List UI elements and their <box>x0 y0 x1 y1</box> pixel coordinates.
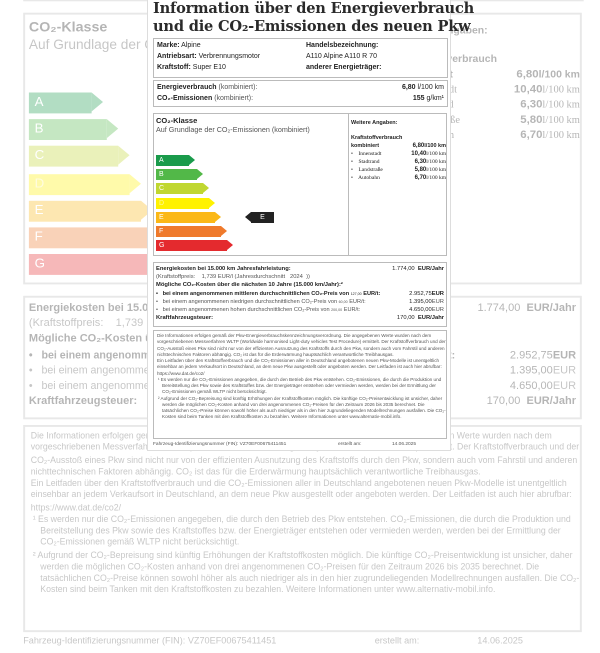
co2-class-bar-g: G <box>156 240 233 252</box>
co2-class-bar-d: D <box>28 173 142 195</box>
trade-name: A110 Alpine A110 R 70 <box>306 53 377 60</box>
note-guide: Ein Leitfaden über den Kraftstoffverbrau… <box>30 478 572 512</box>
co2-class-box: CO₂-Klasse Auf Grundlage der CO₂-Emissio… <box>153 113 447 256</box>
fuel-consumption-heading: Kraftstoffverbrauch <box>351 135 403 141</box>
further-info-title: Weitere Angaben: <box>351 120 398 126</box>
consumption-item: • Innenstadt <box>351 150 382 157</box>
co2-emissions-value: 155 g/km¹ <box>412 95 444 102</box>
created-date: 14.06.2025 <box>392 442 417 447</box>
co2-class-bar-g: G <box>28 254 176 276</box>
consumption-box: Energieverbrauch (kombiniert): 6,80 l/10… <box>153 80 448 107</box>
co2-cost-scenario: • bei einem angenommenen hohen durchschn… <box>156 306 361 313</box>
consumption-item: • Autobahn <box>351 174 380 181</box>
created-label: erstellt am: <box>338 442 362 447</box>
co2-class-bar-a: A <box>156 155 195 166</box>
vehicle-tax-label: Kraftfahrzeugsteuer: <box>28 396 138 408</box>
co2-class-bar-c: C <box>28 146 130 168</box>
co2-cost-value: 1.395,00EUR <box>409 298 444 305</box>
combined-value: 6,80l/100 km <box>412 142 446 149</box>
footnote-1: ¹ Es werden nur die CO₂-Emissionen angeg… <box>32 513 571 548</box>
co2-class-subtitle: Auf Grundlage der CO₂-Emissionen (kombin… <box>156 125 310 134</box>
consumption-item-value: 6,30l/100 km <box>520 99 580 111</box>
costs-box: Energiekosten bei 15.000 km Jahresfahrle… <box>153 262 447 327</box>
consumption-item-value: 5,80l/100 km <box>414 166 446 173</box>
energy-label-document: Information über den Energieverbrauch un… <box>150 0 474 450</box>
co2-cost-value: 4.650,00EUR <box>509 381 577 393</box>
co2-class-title: CO₂-Klasse <box>156 116 198 125</box>
co2-class-title: CO₂-Klasse <box>28 18 108 36</box>
co2-class-bar-c: C <box>156 183 209 195</box>
co2-cost-scenario: • bei einem angenommenen mittleren durch… <box>156 290 381 297</box>
fuel-price: (Kraftstoffpreis: 1,739 EUR/l (Jahresdur… <box>156 274 310 280</box>
fin: Fahrzeug-Identifizierungsnummer (FIN): V… <box>153 442 287 447</box>
footnote-2: ² Aufgrund der CO₂-Bepreisung sind künft… <box>32 549 580 595</box>
consumption-item-value: 10,40l/100 km <box>513 83 580 96</box>
co2-class-bar-f: F <box>156 226 227 237</box>
created-label: erstellt am: <box>374 637 420 648</box>
note-guide: Ein Leitfaden über den Kraftstoffverbrau… <box>157 358 442 376</box>
vehicle-tax-value: 170,00 EUR/Jahr <box>486 396 577 408</box>
co2-cost-scenario: • bei einem angenommenen niedrigen durch… <box>156 298 366 305</box>
vehicle-info-box: Marke: Alpine Antriebsart: Verbrennungsm… <box>153 38 448 78</box>
consumption-item-value: 5,80l/100 km <box>520 114 580 126</box>
vehicle-tax-label: Kraftfahrzeugsteuer: <box>156 315 214 321</box>
other-energy-label: anderer Energieträger: <box>306 64 382 71</box>
co2-class-bar-f: F <box>28 227 164 249</box>
footnote-1: ¹ Es werden nur die CO₂-Emissionen angeg… <box>158 376 442 395</box>
energy-consumption-label: Energieverbrauch (kombiniert): <box>157 84 258 91</box>
page-title: Information über den Energieverbrauch un… <box>153 0 474 36</box>
co2-class-bar-b: B <box>156 169 203 181</box>
divider <box>348 114 349 255</box>
drive-type: Antriebsart: Verbrennungsmotor <box>157 53 261 60</box>
footnote-2: ² Aufgrund der CO₂-Bepreisung sind künft… <box>158 395 446 420</box>
created-date: 14.06.2025 <box>477 637 523 648</box>
current-class-marker: E <box>245 211 274 223</box>
consumption-item-value: 10,40l/100 km <box>411 150 446 157</box>
consumption-item: • Landstraße <box>351 166 383 173</box>
energy-costs-value: 1.774,00 EUR/Jahr <box>477 303 577 315</box>
fin: Fahrzeug-Identifizierungsnummer (FIN): V… <box>23 637 277 648</box>
consumption-item: • Stadtrand <box>351 158 380 165</box>
co2-class-bar-e: E <box>28 200 153 222</box>
energy-costs-value: 1.774,00 EUR/Jahr <box>392 266 444 272</box>
co2-class-bar-d: D <box>156 197 215 209</box>
energy-costs-label: Energiekosten bei 15.000 km Jahresfahrle… <box>156 266 291 272</box>
notes-box: Die Informationen erfolgen gemäß der Pkw… <box>153 330 447 439</box>
combined-label: kombiniert <box>351 142 380 149</box>
energy-consumption-value: 6,80 l/100 km <box>401 84 444 91</box>
notes-box: Die Informationen erfolgen gemäß der Pkw… <box>23 425 582 633</box>
co2-class-bar-e: E <box>156 211 221 223</box>
co2-class-bar-a: A <box>28 92 103 114</box>
title-line-1: Information über den Energieverbrauch <box>153 0 475 17</box>
brand: Marke: Alpine <box>157 42 201 49</box>
note-wltp: Die Informationen erfolgen gemäß der Pkw… <box>157 333 446 357</box>
consumption-item-value: 6,70l/100 km <box>520 129 580 141</box>
vehicle-tax-value: 170,00 EUR/Jahr <box>396 315 444 321</box>
co2-cost-value: 2.952,75EUR <box>409 290 444 297</box>
title-line-2: und die CO₂-Emissionen des neuen Pkw <box>153 18 471 35</box>
co2-cost-value: 1.395,00EUR <box>509 365 577 377</box>
co2-cost-value: 2.952,75EUR <box>509 349 577 362</box>
co2-class-bar-b: B <box>28 119 119 141</box>
co2-emissions-label: CO₂-Emissionen (kombiniert): <box>157 95 254 102</box>
consumption-item-value: 6,30l/100 km <box>414 158 446 165</box>
trade-name-label: Handelsbezeichnung: <box>306 42 379 49</box>
fuel-type: Kraftstoff: Super E10 <box>157 64 226 71</box>
co2-cost-value: 4.650,00EUR <box>409 306 444 313</box>
consumption-item-value: 6,70l/100 km <box>414 174 446 181</box>
co2-costs-heading: Mögliche CO₂-Kosten über die nächsten 10… <box>156 282 343 288</box>
combined-value: 6,80l/100 km <box>516 68 580 81</box>
